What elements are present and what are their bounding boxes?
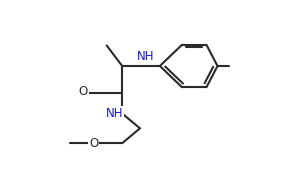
Text: NH: NH — [106, 107, 124, 120]
Text: NH: NH — [137, 49, 154, 63]
Text: O: O — [89, 137, 98, 150]
Text: O: O — [79, 85, 88, 98]
